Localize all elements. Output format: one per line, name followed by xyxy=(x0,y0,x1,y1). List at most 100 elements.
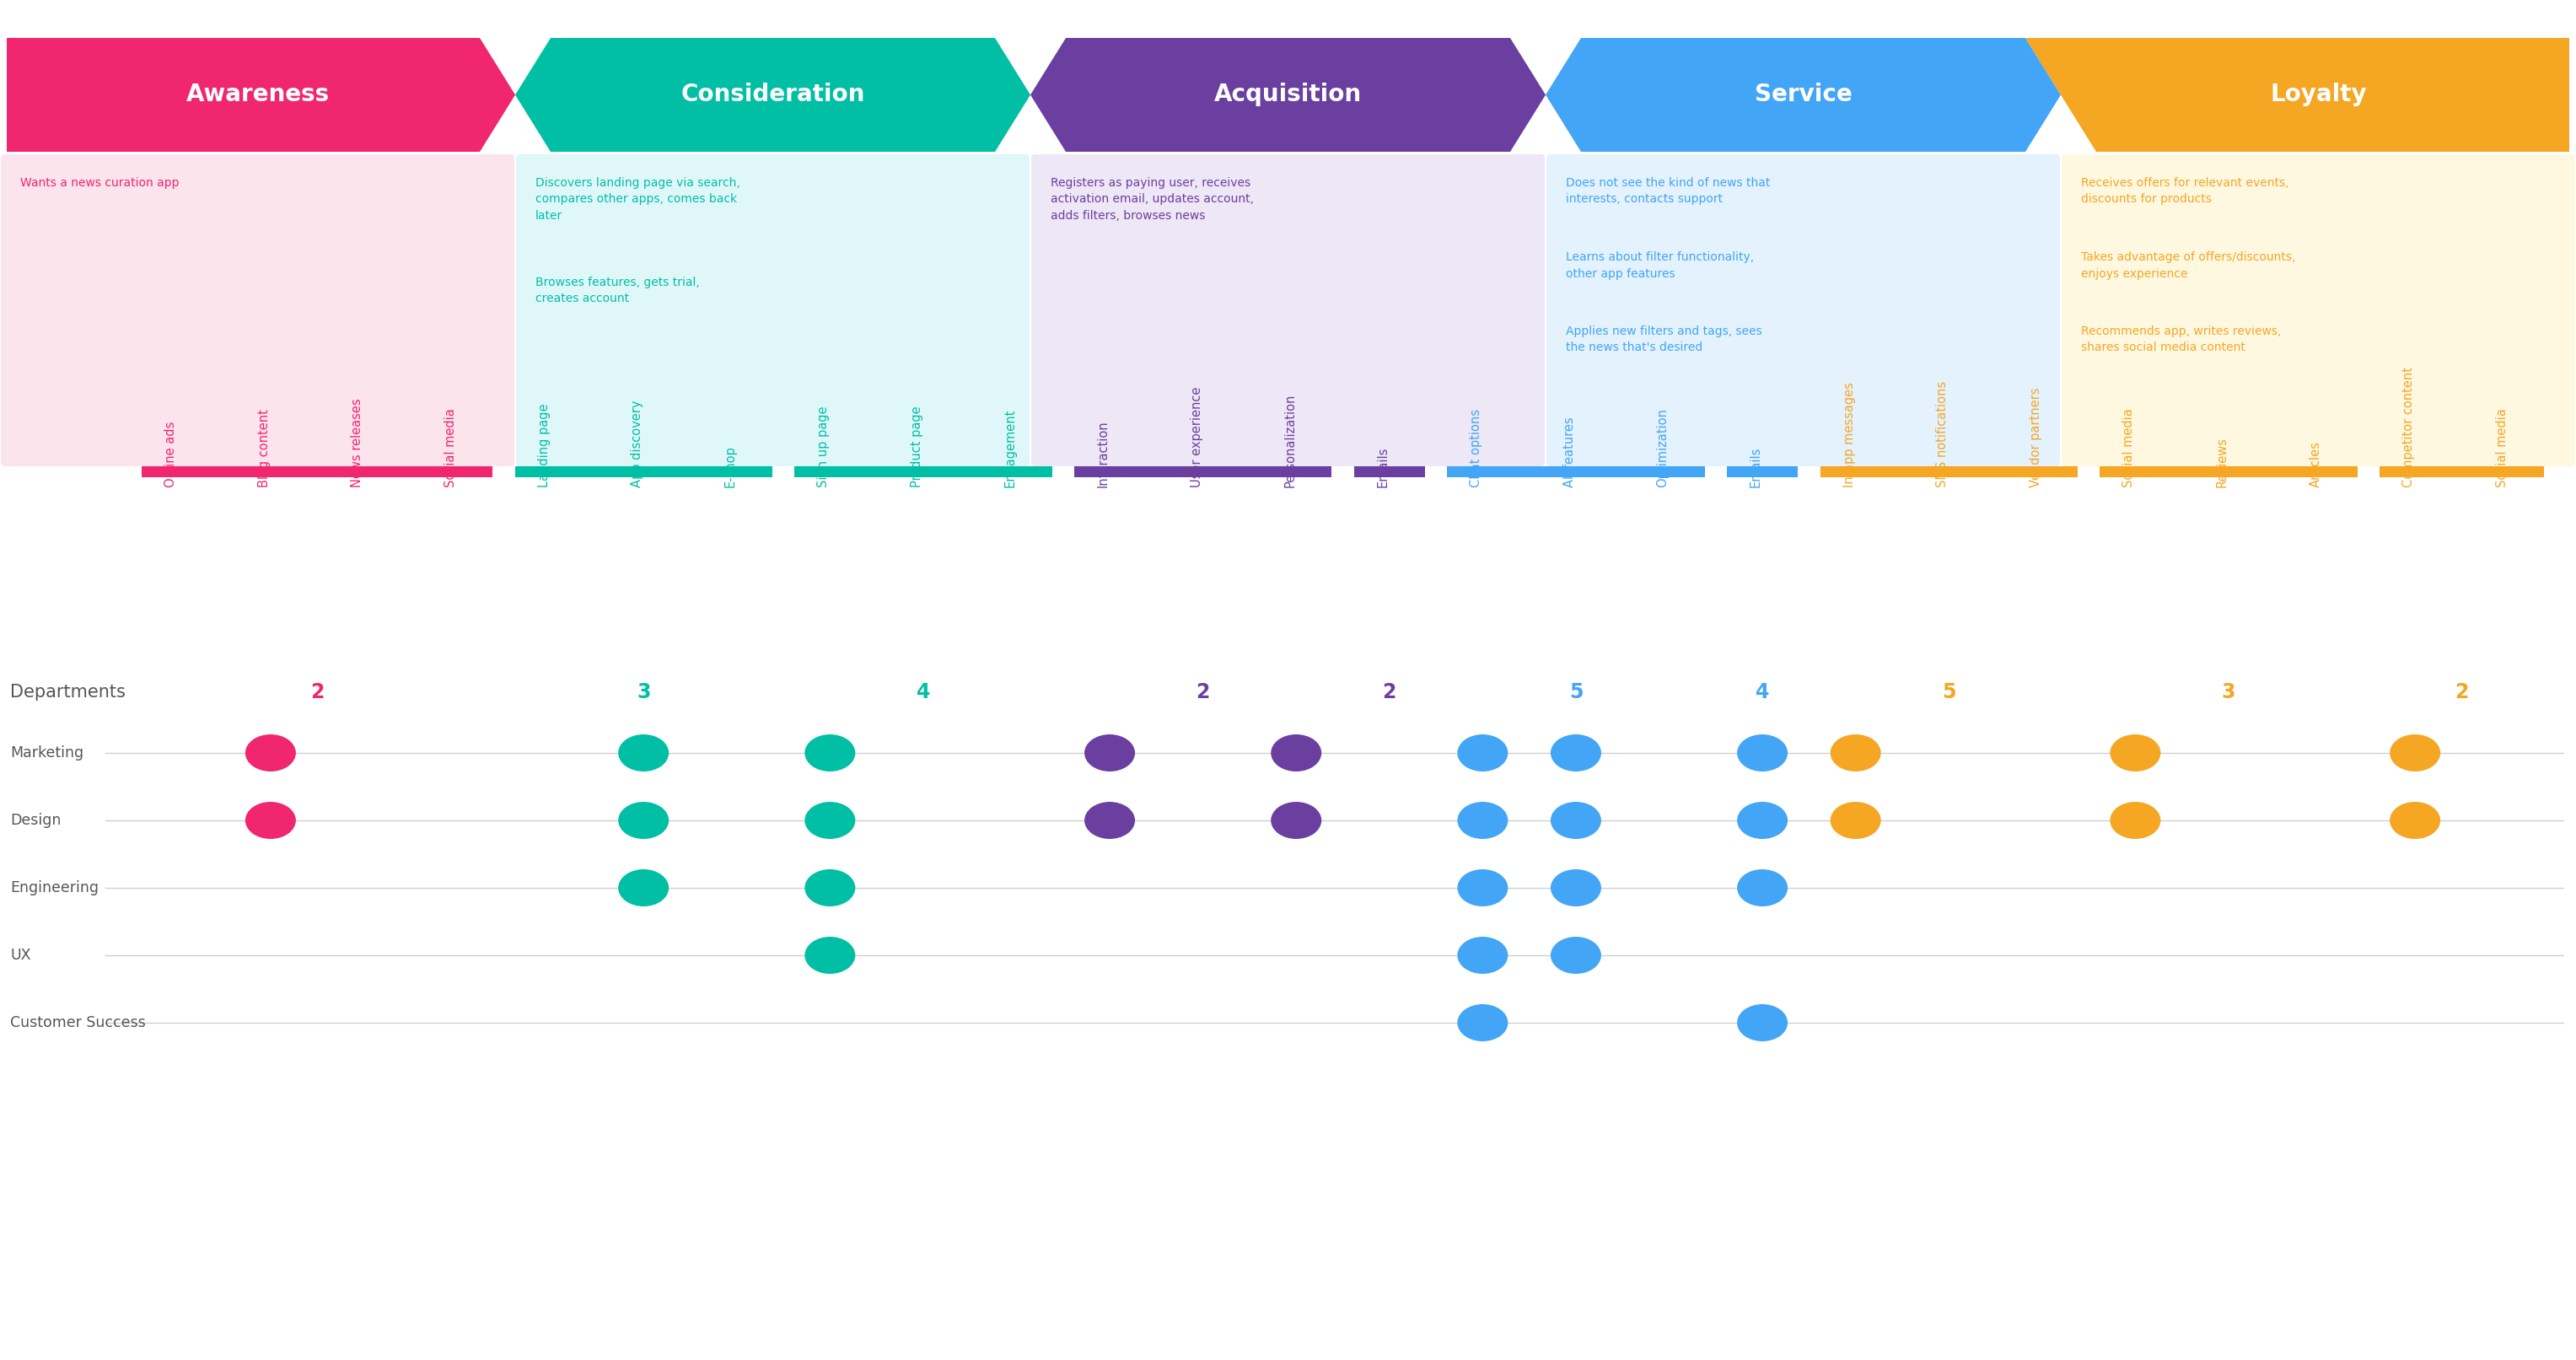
Text: 2: 2 xyxy=(1383,683,1396,702)
Text: Recommends app, writes reviews,
shares social media content: Recommends app, writes reviews, shares s… xyxy=(2081,325,2282,354)
FancyBboxPatch shape xyxy=(2061,154,2576,466)
Bar xyxy=(1074,466,1332,477)
Text: Marketing: Marketing xyxy=(10,745,82,760)
Text: Service: Service xyxy=(1754,83,1852,106)
Ellipse shape xyxy=(1458,802,1507,839)
Text: Social media: Social media xyxy=(2123,408,2136,487)
Text: Optimization: Optimization xyxy=(1656,408,1669,487)
Ellipse shape xyxy=(1551,802,1602,839)
Ellipse shape xyxy=(1832,734,1880,771)
Text: 5: 5 xyxy=(1569,683,1582,702)
Text: 3: 3 xyxy=(2221,683,2236,702)
Text: Browses features, gets trial,
creates account: Browses features, gets trial, creates ac… xyxy=(536,276,701,305)
Polygon shape xyxy=(515,38,1030,152)
Polygon shape xyxy=(8,38,515,152)
Polygon shape xyxy=(1030,38,1546,152)
Text: Personalization: Personalization xyxy=(1283,393,1296,487)
Ellipse shape xyxy=(1458,937,1507,974)
Text: News releases: News releases xyxy=(350,398,363,487)
Ellipse shape xyxy=(1736,802,1788,839)
Text: User experience: User experience xyxy=(1190,386,1203,487)
Text: Receives offers for relevant events,
discounts for products: Receives offers for relevant events, dis… xyxy=(2081,177,2290,205)
Text: Acquisition: Acquisition xyxy=(1213,83,1363,106)
Ellipse shape xyxy=(1832,802,1880,839)
Text: Discovers landing page via search,
compares other apps, comes back
later: Discovers landing page via search, compa… xyxy=(536,177,739,222)
Bar xyxy=(142,466,492,477)
Bar xyxy=(1448,466,1705,477)
Text: Consideration: Consideration xyxy=(680,83,866,106)
Text: Social media: Social media xyxy=(2496,408,2509,487)
Ellipse shape xyxy=(245,802,296,839)
Text: 2: 2 xyxy=(2455,683,2468,702)
Text: Registers as paying user, receives
activation email, updates account,
adds filte: Registers as paying user, receives activ… xyxy=(1051,177,1255,222)
Text: Chat options: Chat options xyxy=(1471,409,1484,487)
Ellipse shape xyxy=(1084,734,1136,771)
Ellipse shape xyxy=(2110,734,2161,771)
Bar xyxy=(1821,466,2076,477)
Bar xyxy=(1355,466,1425,477)
FancyBboxPatch shape xyxy=(0,154,515,466)
Text: Articles: Articles xyxy=(2308,441,2321,487)
Ellipse shape xyxy=(804,802,855,839)
Text: Learns about filter functionality,
other app features: Learns about filter functionality, other… xyxy=(1566,252,1754,280)
Ellipse shape xyxy=(804,937,855,974)
Ellipse shape xyxy=(2391,802,2439,839)
Text: 2: 2 xyxy=(309,683,325,702)
Ellipse shape xyxy=(2110,802,2161,839)
Ellipse shape xyxy=(1736,734,1788,771)
Text: 2: 2 xyxy=(1195,683,1211,702)
Text: Applies new filters and tags, sees
the news that's desired: Applies new filters and tags, sees the n… xyxy=(1566,325,1762,354)
Ellipse shape xyxy=(1736,869,1788,906)
Text: Interaction: Interaction xyxy=(1097,420,1110,487)
Text: 5: 5 xyxy=(1942,683,1955,702)
Text: App discovery: App discovery xyxy=(631,400,644,487)
Text: Takes advantage of offers/discounts,
enjoys experience: Takes advantage of offers/discounts, enj… xyxy=(2081,252,2295,280)
Polygon shape xyxy=(1546,38,2061,152)
Text: Landing page: Landing page xyxy=(538,404,551,487)
Text: Reviews: Reviews xyxy=(2215,437,2228,487)
Bar xyxy=(2380,466,2543,477)
FancyBboxPatch shape xyxy=(1546,154,2061,466)
Ellipse shape xyxy=(1551,869,1602,906)
FancyBboxPatch shape xyxy=(515,154,1030,466)
Text: 3: 3 xyxy=(636,683,652,702)
Polygon shape xyxy=(2025,38,2568,152)
Text: Awareness: Awareness xyxy=(185,83,330,106)
Ellipse shape xyxy=(804,734,855,771)
Ellipse shape xyxy=(1270,734,1321,771)
Bar xyxy=(1726,466,1798,477)
Text: SMS notifications: SMS notifications xyxy=(1937,381,1950,487)
Ellipse shape xyxy=(1551,734,1602,771)
Text: Blog content: Blog content xyxy=(258,409,270,487)
Text: Emails: Emails xyxy=(1749,446,1762,487)
Bar xyxy=(515,466,773,477)
Text: Social media: Social media xyxy=(446,408,456,487)
Ellipse shape xyxy=(618,734,670,771)
Text: E-shop: E-shop xyxy=(724,445,737,487)
Ellipse shape xyxy=(1458,734,1507,771)
Text: Customer Success: Customer Success xyxy=(10,1015,147,1031)
Ellipse shape xyxy=(804,869,855,906)
Ellipse shape xyxy=(1084,802,1136,839)
Text: Competitor content: Competitor content xyxy=(2403,367,2416,487)
Text: Emails: Emails xyxy=(1376,446,1388,487)
Ellipse shape xyxy=(1270,802,1321,839)
Ellipse shape xyxy=(245,734,296,771)
Text: Wants a news curation app: Wants a news curation app xyxy=(21,177,180,189)
Text: Engagement: Engagement xyxy=(1005,408,1018,487)
Text: Loyalty: Loyalty xyxy=(2269,83,2367,106)
Text: Design: Design xyxy=(10,813,62,828)
Ellipse shape xyxy=(1736,1004,1788,1042)
Ellipse shape xyxy=(2391,734,2439,771)
Bar xyxy=(2099,466,2357,477)
Text: All features: All features xyxy=(1564,416,1577,487)
FancyBboxPatch shape xyxy=(1030,154,1546,466)
Text: 4: 4 xyxy=(917,683,930,702)
Text: In-app messages: In-app messages xyxy=(1842,382,1855,487)
Text: Vendor partners: Vendor partners xyxy=(2030,388,2043,487)
Ellipse shape xyxy=(618,869,670,906)
Text: Engineering: Engineering xyxy=(10,880,98,895)
Ellipse shape xyxy=(1458,1004,1507,1042)
Text: Departments: Departments xyxy=(10,684,126,700)
Ellipse shape xyxy=(1551,937,1602,974)
